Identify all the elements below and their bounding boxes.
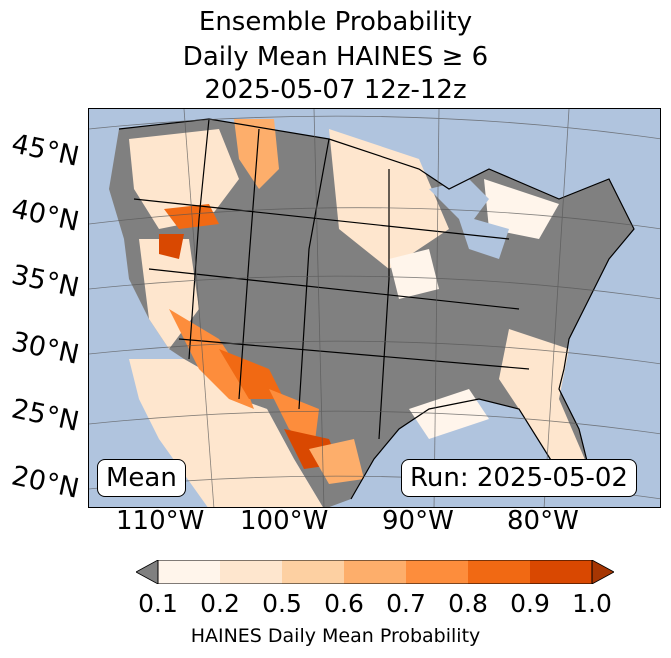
lat-label-45: 45°N (8, 128, 82, 173)
map-canvas (89, 109, 660, 507)
colorbar-cell (158, 560, 221, 584)
lat-label-20: 20°N (8, 460, 82, 505)
colorbar-tick-label: 0.2 (200, 589, 240, 618)
title-line-3: 2025-05-07 12z-12z (204, 75, 467, 105)
lon-label-80: 80°W (507, 506, 579, 536)
colorbar-tick-label: 1.0 (572, 589, 612, 618)
colorbar-cell (468, 560, 531, 584)
lon-label-90: 90°W (382, 506, 454, 536)
colorbar (136, 560, 614, 584)
lat-label-40: 40°N (8, 193, 82, 238)
colorbar-over-triangle (591, 560, 614, 584)
lon-label-110: 110°W (116, 506, 205, 536)
stat-label-box: Mean (97, 459, 186, 497)
lat-label-25: 25°N (8, 393, 82, 438)
graticule (89, 109, 660, 507)
lat-label-30: 30°N (8, 326, 82, 371)
colorbar-tick-label: 0.9 (510, 589, 550, 618)
probability-map (88, 108, 661, 508)
mexico-region (129, 359, 323, 507)
colorbar-tick-label: 0.5 (262, 589, 302, 618)
colorbar-cell (530, 560, 593, 584)
title-line-1: Ensemble Probability (198, 7, 473, 37)
colorbar-cell (406, 560, 469, 584)
colorbar-under-triangle (136, 560, 159, 584)
colorbar-tick-label: 0.6 (324, 589, 364, 618)
great-lakes (429, 179, 509, 259)
colorbar-cell (220, 560, 283, 584)
colorbar-tick-label: 0.7 (386, 589, 426, 618)
state-borders (118, 118, 635, 500)
colorbar-cell (282, 560, 345, 584)
title-line-2: Daily Mean HAINES ≥ 6 (182, 42, 489, 72)
lat-label-35: 35°N (8, 259, 82, 304)
run-label-box: Run: 2025-05-02 (401, 459, 637, 497)
colorbar-tick-label: 0.8 (448, 589, 488, 618)
lon-label-100: 100°W (240, 506, 329, 536)
colorbar-tick-label: 0.1 (138, 589, 178, 618)
colorbar-label: HAINES Daily Mean Probability (190, 625, 481, 647)
colorbar-cell (344, 560, 407, 584)
